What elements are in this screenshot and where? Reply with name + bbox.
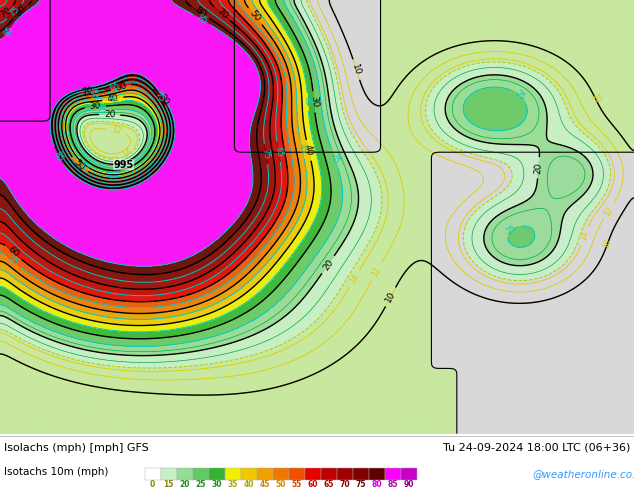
Text: 10: 10 <box>602 238 614 249</box>
Text: 45: 45 <box>259 480 270 490</box>
Text: 80: 80 <box>372 480 382 490</box>
Bar <box>241 468 257 480</box>
Text: 12: 12 <box>602 205 615 218</box>
Text: 70: 70 <box>215 6 230 21</box>
Text: 14: 14 <box>120 147 134 160</box>
Text: 50: 50 <box>276 480 286 490</box>
Text: 70: 70 <box>0 5 13 19</box>
Bar <box>209 468 224 480</box>
Bar <box>353 468 368 480</box>
Text: 80: 80 <box>157 92 170 107</box>
Text: 25: 25 <box>513 89 526 102</box>
Bar <box>385 468 401 480</box>
Text: 45: 45 <box>77 160 91 173</box>
Bar <box>225 468 240 480</box>
Text: Isolachs (mph) [mph] GFS: Isolachs (mph) [mph] GFS <box>4 443 149 453</box>
Text: @weatheronline.co.uk: @weatheronline.co.uk <box>532 469 634 479</box>
Text: 40: 40 <box>303 144 314 157</box>
Bar <box>193 468 209 480</box>
Text: 75: 75 <box>153 90 167 104</box>
Bar <box>257 468 273 480</box>
Text: 50: 50 <box>248 9 262 24</box>
Text: 20: 20 <box>179 480 190 490</box>
Text: 25: 25 <box>505 223 519 237</box>
Text: 45: 45 <box>297 143 307 155</box>
Text: 0: 0 <box>150 480 155 490</box>
Text: 75: 75 <box>261 148 271 160</box>
Text: 12: 12 <box>370 265 383 278</box>
Text: 80: 80 <box>13 4 28 19</box>
Text: 40: 40 <box>107 94 119 104</box>
Text: 50: 50 <box>72 158 87 172</box>
Text: 65: 65 <box>108 81 121 93</box>
Text: 40: 40 <box>243 480 254 490</box>
Text: 995: 995 <box>113 160 134 170</box>
Text: Isotachs 10m (mph): Isotachs 10m (mph) <box>4 467 108 477</box>
Text: 35: 35 <box>108 97 120 107</box>
Bar <box>369 468 384 480</box>
Text: 20: 20 <box>321 257 335 272</box>
Text: 20: 20 <box>104 110 115 120</box>
Bar <box>273 468 288 480</box>
Bar <box>161 468 176 480</box>
Text: 30: 30 <box>89 102 101 111</box>
Text: 12: 12 <box>110 125 122 136</box>
Text: 20: 20 <box>533 162 543 174</box>
Text: 65: 65 <box>323 480 334 490</box>
Text: 10: 10 <box>589 92 602 104</box>
Bar <box>321 468 337 480</box>
Text: 30: 30 <box>309 96 319 108</box>
Text: 55: 55 <box>89 90 101 100</box>
Text: Tu 24-09-2024 18:00 LTC (06+36): Tu 24-09-2024 18:00 LTC (06+36) <box>443 443 630 453</box>
Text: 60: 60 <box>6 245 20 259</box>
Text: 10: 10 <box>384 290 398 304</box>
Text: 60: 60 <box>307 480 318 490</box>
Text: 25: 25 <box>96 105 107 115</box>
Bar <box>177 468 193 480</box>
Text: 15: 15 <box>164 480 174 490</box>
Bar <box>145 468 160 480</box>
Text: 80: 80 <box>193 5 208 19</box>
Text: 10: 10 <box>351 63 363 76</box>
Bar <box>289 468 304 480</box>
Text: 25: 25 <box>328 151 340 164</box>
Text: 25: 25 <box>195 480 206 490</box>
Text: 90: 90 <box>403 480 414 490</box>
Text: 55: 55 <box>6 254 20 268</box>
Text: 70: 70 <box>81 86 94 97</box>
Text: 14: 14 <box>348 272 361 285</box>
Text: 55: 55 <box>292 480 302 490</box>
Text: 60: 60 <box>114 81 127 93</box>
Text: 35: 35 <box>228 480 238 490</box>
Text: 85: 85 <box>1 24 15 38</box>
Text: 14: 14 <box>579 230 590 242</box>
Bar <box>337 468 353 480</box>
Text: 65: 65 <box>273 146 284 158</box>
Bar <box>401 468 417 480</box>
Text: 30: 30 <box>212 480 222 490</box>
Text: 85: 85 <box>52 150 65 163</box>
Text: 75: 75 <box>8 4 22 18</box>
Text: 70: 70 <box>339 480 350 490</box>
Text: 85: 85 <box>195 13 209 26</box>
Bar <box>305 468 321 480</box>
Text: 85: 85 <box>387 480 398 490</box>
Text: 35: 35 <box>302 95 313 106</box>
Text: 75: 75 <box>356 480 366 490</box>
